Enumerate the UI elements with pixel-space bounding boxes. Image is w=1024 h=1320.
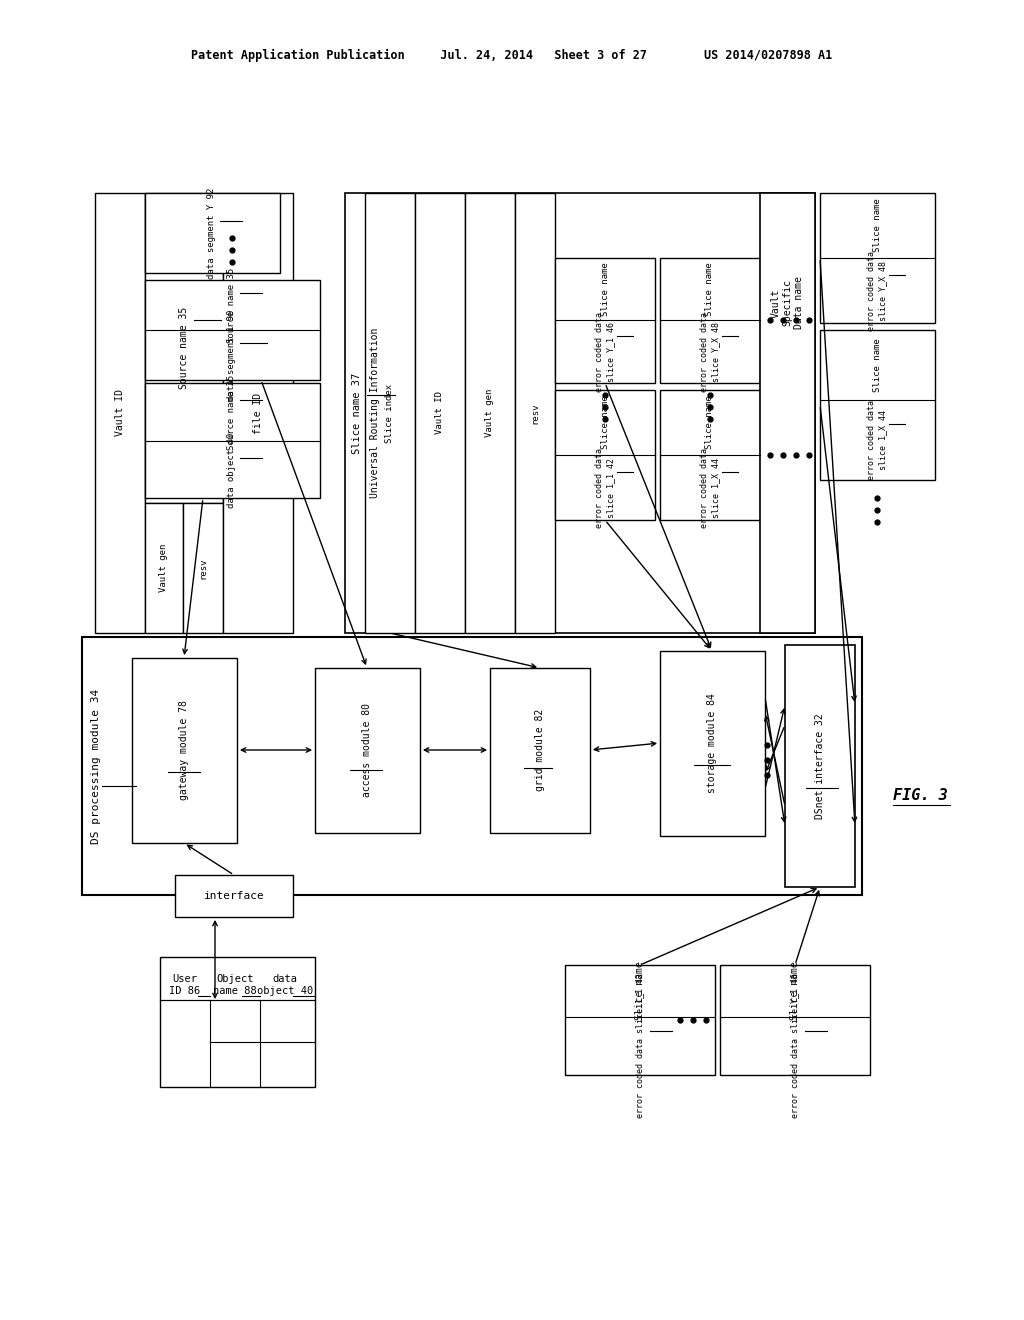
Text: Slice name: Slice name <box>635 962 645 1020</box>
Bar <box>660 389 760 520</box>
Text: data segment Y 92: data segment Y 92 <box>208 187 216 279</box>
Text: error coded data
slice 1_1 42: error coded data slice 1_1 42 <box>595 447 614 528</box>
Text: User: User <box>172 974 198 983</box>
Bar <box>315 668 420 833</box>
Text: DS processing module 34: DS processing module 34 <box>91 688 101 843</box>
Text: Vault gen: Vault gen <box>160 544 169 593</box>
Bar <box>145 503 183 634</box>
Text: FIG. 3: FIG. 3 <box>893 788 947 803</box>
Text: Slice index: Slice index <box>385 383 394 442</box>
Text: interface: interface <box>204 891 264 902</box>
Bar <box>515 193 555 634</box>
Text: access module 80: access module 80 <box>362 704 372 797</box>
Text: error coded data
slice Y_X 48: error coded data slice Y_X 48 <box>867 251 887 331</box>
Text: file ID: file ID <box>253 392 263 433</box>
Bar <box>555 389 655 520</box>
Text: data: data <box>272 974 298 983</box>
Bar <box>95 193 145 634</box>
Bar <box>720 965 870 1074</box>
Text: DSnet interface 32: DSnet interface 32 <box>815 713 825 818</box>
Text: Slice name: Slice name <box>706 263 715 315</box>
Text: error coded data
slice 1_X 44: error coded data slice 1_X 44 <box>867 400 887 480</box>
Text: Vault ID: Vault ID <box>435 392 444 434</box>
Text: Vault gen: Vault gen <box>485 389 495 437</box>
Text: name 88: name 88 <box>213 986 257 997</box>
Bar <box>132 657 237 843</box>
Bar <box>465 193 515 634</box>
Bar <box>490 668 590 833</box>
Text: gateway module 78: gateway module 78 <box>179 700 189 800</box>
Text: error coded data
slice Y_1 46: error coded data slice Y_1 46 <box>595 312 614 392</box>
Text: Slice name 37: Slice name 37 <box>352 372 362 454</box>
Bar <box>565 965 715 1074</box>
Bar <box>415 193 465 634</box>
Text: ID 86: ID 86 <box>169 986 201 997</box>
Text: storage module 84: storage module 84 <box>707 693 717 793</box>
Text: resv: resv <box>530 403 540 424</box>
Text: resv: resv <box>199 557 208 578</box>
Text: Slice name: Slice name <box>600 395 609 449</box>
Bar <box>160 957 315 1086</box>
Text: Universal Routing Information: Universal Routing Information <box>370 327 380 498</box>
Text: Patent Application Publication     Jul. 24, 2014   Sheet 3 of 27        US 2014/: Patent Application Publication Jul. 24, … <box>191 49 833 62</box>
Bar <box>760 193 815 634</box>
Bar <box>345 193 815 634</box>
Text: Source name 35: Source name 35 <box>227 375 237 450</box>
Bar <box>145 193 223 503</box>
Bar <box>785 645 855 887</box>
Text: grid module 82: grid module 82 <box>535 709 545 791</box>
Text: Object: Object <box>216 974 254 983</box>
Bar <box>555 257 655 383</box>
Text: error coded data
slice 1_X 44: error coded data slice 1_X 44 <box>700 447 720 528</box>
Bar <box>175 875 293 917</box>
Bar <box>82 638 862 895</box>
Text: Slice name: Slice name <box>706 395 715 449</box>
Text: Vault
Specific
Data name: Vault Specific Data name <box>770 277 804 330</box>
Bar <box>660 651 765 836</box>
Bar <box>820 193 935 323</box>
Text: object 40: object 40 <box>257 986 313 997</box>
Bar <box>223 193 293 634</box>
Text: error coded data
slice Y_X 48: error coded data slice Y_X 48 <box>700 312 720 392</box>
Text: data object 40: data object 40 <box>227 433 237 508</box>
Text: error coded data slice 1_1 42: error coded data slice 1_1 42 <box>636 973 644 1118</box>
Bar <box>145 280 319 380</box>
Bar <box>145 383 319 498</box>
Text: Vault ID: Vault ID <box>115 389 125 437</box>
Text: Source name 35: Source name 35 <box>227 268 237 343</box>
Text: Slice name: Slice name <box>872 198 882 252</box>
Text: Source name 35: Source name 35 <box>179 306 189 389</box>
Text: data segment 1 90: data segment 1 90 <box>227 309 237 401</box>
Text: Slice name: Slice name <box>872 338 882 392</box>
Bar <box>365 193 415 634</box>
Text: error coded data slice Y_1 46: error coded data slice Y_1 46 <box>791 973 800 1118</box>
Bar <box>660 257 760 383</box>
Bar <box>183 503 223 634</box>
Bar <box>145 193 280 273</box>
Text: Slice name: Slice name <box>600 263 609 315</box>
Text: Slice name: Slice name <box>790 962 800 1020</box>
Bar <box>820 330 935 480</box>
